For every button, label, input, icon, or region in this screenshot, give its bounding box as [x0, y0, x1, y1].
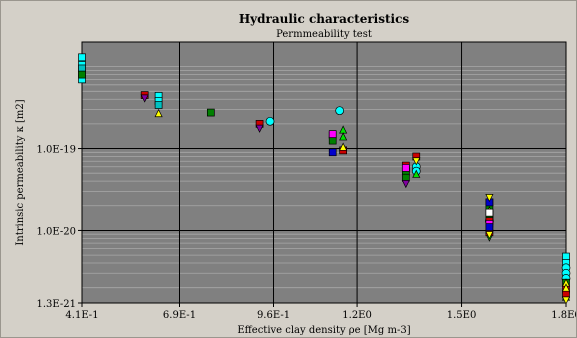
data-point [412, 157, 421, 166]
data-point [562, 252, 570, 261]
data-point [335, 106, 345, 116]
data-point [78, 70, 86, 79]
data-point [140, 94, 149, 103]
data-point [154, 101, 163, 109]
grid-lines [81, 41, 567, 303]
x-tick-label: 4.1E-1 [65, 310, 98, 321]
x-tick-label: 9.6E-1 [257, 310, 290, 321]
data-point [206, 108, 215, 117]
plot-area [82, 42, 566, 303]
data-point [339, 142, 348, 151]
data-point [328, 136, 337, 145]
data-point [328, 148, 337, 157]
data-point [339, 132, 348, 141]
x-tick-label: 1.5E0 [447, 310, 477, 321]
data-points [78, 53, 571, 305]
data-point [485, 193, 494, 203]
x-tick-label: 1.8E0 [551, 310, 576, 321]
x-axis-label: Effective clay density ρe [Mg m-3] [237, 325, 410, 336]
y-tick-label: 1.0E-20 [37, 226, 77, 237]
data-point [412, 169, 421, 178]
data-point [401, 164, 410, 172]
data-point [255, 124, 264, 133]
axes: 4.1E-1 6.9E-1 9.6E-1 1.2E0 1.5E0 1.8E0 1.0E-19… [37, 41, 576, 321]
data-point [401, 180, 410, 189]
chart-title: Hydraulic characteristics [239, 12, 410, 26]
data-point [561, 283, 571, 292]
data-point [561, 296, 571, 305]
x-tick-label: 1.2E0 [342, 310, 372, 321]
data-point [485, 223, 494, 231]
data-point [78, 53, 86, 62]
chart-subtitle: Permmeability test [276, 29, 372, 40]
y-axis-label: Intrinsic permeability κ [m2] [15, 99, 26, 245]
data-point [485, 208, 494, 217]
data-point [265, 116, 275, 126]
x-tick-label: 6.9E-1 [163, 310, 196, 321]
data-point [154, 108, 163, 118]
data-point [485, 231, 494, 240]
plot-border [81, 41, 567, 304]
y-tick-label: 1.0E-19 [37, 145, 77, 156]
data-point [328, 130, 337, 138]
y-tick-label: 1.3E-21 [37, 299, 77, 310]
